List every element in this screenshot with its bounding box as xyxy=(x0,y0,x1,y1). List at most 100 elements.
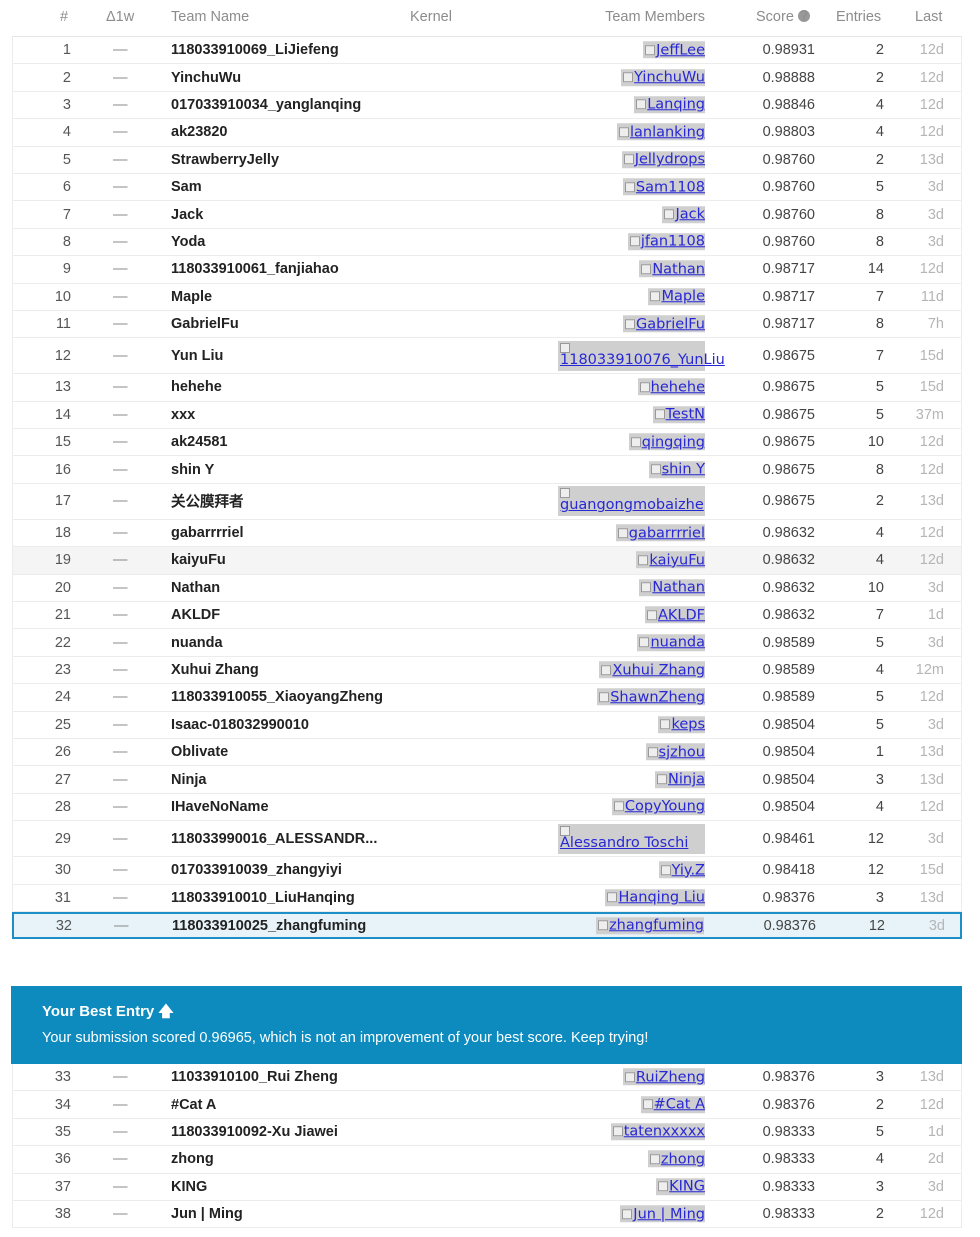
team-member-avatar-link[interactable]: sjzhou xyxy=(645,743,705,761)
team-member-avatar-link[interactable]: zhong xyxy=(647,1150,705,1169)
table-row[interactable]: 17 — 关公膜拜者 guangongmobaizhe 0.98675 2 13d xyxy=(12,483,962,520)
table-row-current-team[interactable]: 32 — 118033910025_zhangfuming zhangfuming 0.… xyxy=(12,911,962,940)
table-row[interactable]: 16 — shin Y shin Y 0.98675 8 12d xyxy=(12,456,962,484)
team-name-link[interactable]: AKLDF xyxy=(171,607,221,624)
team-name-link[interactable]: GabrielFu xyxy=(171,316,239,333)
table-row[interactable]: 4 — ak23820 lanlanking 0.98803 4 12d xyxy=(12,119,962,147)
team-member-avatar-link[interactable]: Ninja xyxy=(655,770,705,789)
table-row[interactable]: 2 — YinchuWu YinchuWu 0.98888 2 12d xyxy=(12,64,962,92)
table-row[interactable]: 1 — 118033910069_LiJiefeng JeffLee 0.98931 2 1… xyxy=(12,37,962,65)
table-row[interactable]: 18 — gabarrrriel gabarrrriel 0.98632 4 12d xyxy=(12,519,962,548)
team-member-avatar-link[interactable]: Nathan xyxy=(639,260,705,279)
col-entries-header[interactable]: Entries xyxy=(836,9,882,25)
team-member-avatar-link[interactable]: Jack xyxy=(662,205,705,224)
team-name-link[interactable]: kaiyuFu xyxy=(171,552,226,569)
team-name-link[interactable]: Yun Liu xyxy=(171,347,224,364)
team-name-link[interactable]: 017033910034_yanglanqing xyxy=(171,96,362,113)
table-row[interactable]: 7 — Jack Jack 0.98760 8 3d xyxy=(12,201,962,229)
team-member-avatar-link[interactable]: Xuhui Zhang xyxy=(599,661,705,679)
team-name-link[interactable]: 118033990016_ALESSANDR... xyxy=(171,830,378,847)
table-row[interactable]: 15 — ak24581 qingqing 0.98675 10 12d xyxy=(12,429,962,457)
col-delta-header[interactable]: Δ1w xyxy=(106,9,135,25)
team-name-link[interactable]: 017033910039_zhangyiyi xyxy=(171,862,342,879)
table-row[interactable]: 20 — Nathan Nathan 0.98632 10 3d xyxy=(12,574,962,603)
team-member-avatar-link[interactable]: keps xyxy=(658,716,705,734)
team-member-avatar-link[interactable]: tatenxxxxx xyxy=(610,1123,705,1141)
team-member-avatar-link[interactable]: YinchuWu xyxy=(621,68,705,87)
table-row[interactable]: 5 — StrawberryJelly Jellydrops 0.98760 2 13d xyxy=(12,146,962,174)
table-row[interactable]: 34 — #Cat A #Cat A 0.98376 2 12d xyxy=(12,1091,962,1119)
team-name-link[interactable]: 118033910069_LiJiefeng xyxy=(171,42,339,59)
team-member-avatar-link[interactable]: ShawnZheng xyxy=(597,688,705,707)
team-member-avatar-link[interactable]: lanlanking xyxy=(616,123,705,142)
team-name-link[interactable]: hehehe xyxy=(171,379,222,396)
col-score-header[interactable]: Score? xyxy=(756,8,810,25)
table-row[interactable]: 8 — Yoda jfan1108 0.98760 8 3d xyxy=(12,228,962,257)
team-member-avatar-link[interactable]: Sam1108 xyxy=(622,178,705,196)
team-member-avatar-link[interactable]: Alessandro Toschi xyxy=(558,823,705,854)
team-name-link[interactable]: 11033910100_Rui Zheng xyxy=(171,1069,338,1086)
team-name-link[interactable]: xxx xyxy=(171,406,196,423)
team-member-avatar-link[interactable]: Jun | Ming xyxy=(620,1205,705,1223)
team-name-link[interactable]: Oblivate xyxy=(171,744,229,761)
col-last-header[interactable]: Last xyxy=(915,9,943,25)
table-row[interactable]: 25 — Isaac-018032990010 keps 0.98504 5 3d xyxy=(12,711,962,739)
best-entry-title[interactable]: Your Best Entry 🡅 xyxy=(42,1001,174,1026)
team-member-avatar-link[interactable]: Lanqing xyxy=(634,96,705,114)
team-name-link[interactable]: shin Y xyxy=(171,461,215,478)
team-member-avatar-link[interactable]: CopyYoung xyxy=(611,798,705,816)
table-row[interactable]: 38 — Jun | Ming Jun | Ming 0.98333 2 12d xyxy=(12,1200,962,1229)
team-member-avatar-link[interactable]: jfan1108 xyxy=(627,233,705,251)
table-row[interactable]: 31 — 118033910010_LiuHanqing Hanqing Liu 0.9… xyxy=(12,884,962,912)
team-member-avatar-link[interactable]: RuiZheng xyxy=(622,1068,705,1086)
team-member-avatar-link[interactable]: 118033910076_YunLiu xyxy=(558,340,725,371)
team-member-avatar-link[interactable]: zhangfuming xyxy=(596,916,704,935)
table-row[interactable]: 21 — AKLDF AKLDF 0.98632 7 1d xyxy=(12,602,962,630)
table-row[interactable]: 35 — 118033910092-Xu Jiawei tatenxxxxx 0.983… xyxy=(12,1118,962,1147)
team-name-link[interactable]: ak23820 xyxy=(171,124,228,141)
table-row[interactable]: 36 — zhong zhong 0.98333 4 2d xyxy=(12,1146,962,1174)
team-name-link[interactable]: Jack xyxy=(171,206,204,223)
team-member-avatar-link[interactable]: Jellydrops xyxy=(621,151,705,169)
team-member-avatar-link[interactable]: GabrielFu xyxy=(622,315,705,333)
team-name-link[interactable]: 关公膜拜者 xyxy=(171,494,244,511)
table-row[interactable]: 10 — Maple Maple 0.98717 7 11d xyxy=(12,283,962,311)
team-name-link[interactable]: Xuhui Zhang xyxy=(171,662,259,678)
table-row[interactable]: 23 — Xuhui Zhang Xuhui Zhang 0.98589 4 12m xyxy=(12,656,962,685)
table-row[interactable]: 9 — 118033910061_fanjiahao Nathan 0.98717 14 1… xyxy=(12,256,962,284)
team-name-link[interactable]: #Cat A xyxy=(171,1096,217,1113)
table-row[interactable]: 30 — 017033910039_zhangyiyi Yiy.Z 0.98418 12 1… xyxy=(12,857,962,885)
team-member-avatar-link[interactable]: TestN xyxy=(652,406,705,424)
team-member-avatar-link[interactable]: kaiyuFu xyxy=(636,551,705,570)
help-icon[interactable]: ? xyxy=(797,8,810,24)
team-member-avatar-link[interactable]: shin Y xyxy=(648,460,705,479)
team-name-link[interactable]: KING xyxy=(171,1178,208,1195)
team-name-link[interactable]: IHaveNoName xyxy=(171,798,269,815)
table-row[interactable]: 11 — GabrielFu GabrielFu 0.98717 8 7h xyxy=(12,310,962,339)
team-name-link[interactable]: Nathan xyxy=(171,579,221,596)
team-member-avatar-link[interactable]: #Cat A xyxy=(640,1095,705,1114)
table-row[interactable]: 12 — Yun Liu 118033910076_YunLiu 0.98675 7 15d xyxy=(12,338,962,375)
team-name-link[interactable]: StrawberryJelly xyxy=(171,151,280,168)
team-name-link[interactable]: 118033910092-Xu Jiawei xyxy=(171,1123,338,1140)
team-name-link[interactable]: Jun | Ming xyxy=(171,1206,243,1223)
team-name-link[interactable]: 118033910055_XiaoyangZheng xyxy=(171,689,383,706)
team-name-link[interactable]: YinchuWu xyxy=(171,69,242,86)
table-row[interactable]: 14 — xxx TestN 0.98675 5 37m xyxy=(12,401,962,430)
team-member-avatar-link[interactable]: AKLDF xyxy=(644,606,705,624)
team-member-avatar-link[interactable]: guangongmobaizhe xyxy=(558,486,705,517)
table-row[interactable]: 13 — hehehe hehehe 0.98675 5 15d xyxy=(12,374,962,402)
team-name-link[interactable]: ak24581 xyxy=(171,434,228,451)
team-name-link[interactable]: nuanda xyxy=(171,634,223,651)
col-kernel-header[interactable]: Kernel xyxy=(410,9,452,25)
table-row[interactable]: 24 — 118033910055_XiaoyangZheng ShawnZheng 0… xyxy=(12,684,962,712)
team-name-link[interactable]: Isaac-018032990010 xyxy=(171,716,309,733)
table-row[interactable]: 3 — 017033910034_yanglanqing Lanqing 0.98846… xyxy=(12,91,962,120)
team-member-avatar-link[interactable]: JeffLee xyxy=(643,41,705,59)
team-name-link[interactable]: Yoda xyxy=(171,233,206,250)
team-name-link[interactable]: Ninja xyxy=(171,771,207,788)
team-name-link[interactable]: Maple xyxy=(171,288,213,305)
table-row[interactable]: 33 — 11033910100_Rui Zheng RuiZheng 0.98376 3… xyxy=(12,1064,962,1092)
team-member-avatar-link[interactable]: hehehe xyxy=(637,378,705,397)
team-member-avatar-link[interactable]: KING xyxy=(656,1178,705,1196)
